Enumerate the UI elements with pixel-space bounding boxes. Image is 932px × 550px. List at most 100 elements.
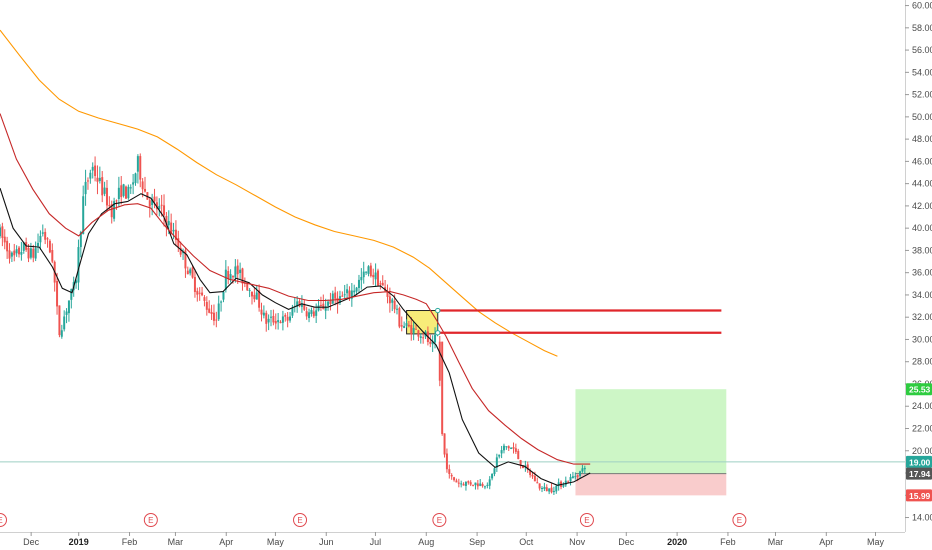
candle-body: [267, 318, 270, 323]
price-badge: [906, 467, 932, 480]
candle-body: [419, 336, 422, 339]
price-badge-label: 19.00: [909, 457, 931, 467]
candle-body: [360, 277, 363, 281]
candle-body: [272, 315, 275, 323]
candle-body: [117, 187, 120, 199]
price-tick-label: 28.00: [912, 357, 932, 367]
candle-body: [488, 479, 491, 486]
candle-body: [193, 276, 196, 292]
time-axis[interactable]: Dec 2019 Feb Mar Apr May Jun Jul Aug Sep Oct Nov Dec…: [0, 513, 905, 548]
candle-body: [429, 341, 432, 344]
candle-body: [201, 292, 204, 296]
price-tick-label: 34.00: [912, 290, 932, 300]
time-tick-label: Apr: [219, 537, 233, 547]
candle-body: [51, 250, 54, 262]
candle-body: [70, 288, 73, 300]
time-tick-label: May: [267, 537, 285, 547]
candle-body: [483, 486, 486, 488]
candle-body: [562, 485, 565, 487]
price-badge: [906, 455, 932, 468]
earnings-icon: [432, 513, 447, 527]
candle-body: [34, 248, 37, 259]
candle-body: [341, 295, 344, 297]
candle-body: [417, 330, 420, 337]
candle-body: [315, 310, 318, 316]
price-axis[interactable]: 14.0016.0018.0020.0022.0024.0026.0028.00…: [905, 0, 932, 532]
candle-body: [526, 464, 529, 470]
price-tick-label: 46.00: [912, 156, 932, 166]
candle-body: [514, 448, 517, 452]
earnings-icon-label: E: [584, 516, 589, 525]
candle-body: [555, 485, 558, 492]
candle-body: [476, 483, 479, 487]
candle-body: [300, 303, 303, 307]
candle-body: [67, 300, 70, 314]
price-badge-label: 17.94: [909, 469, 931, 479]
candle-body: [548, 488, 551, 492]
candle-body: [362, 271, 365, 278]
earnings-icon: [0, 513, 7, 527]
candle-body: [146, 192, 149, 200]
candle-body: [174, 229, 177, 241]
candle-body: [258, 290, 261, 308]
candle-body: [84, 181, 87, 195]
plot-area[interactable]: [0, 29, 905, 496]
candle-body: [464, 481, 467, 486]
candle-body: [279, 321, 282, 324]
candle-body: [422, 337, 425, 339]
candle-body: [94, 165, 97, 177]
candle-body: [127, 186, 130, 199]
candle-body: [479, 483, 482, 486]
candle-body: [355, 287, 358, 292]
candle-body: [167, 221, 170, 226]
candle-body: [163, 205, 166, 216]
price-tick-label: 32.00: [912, 312, 932, 322]
candle-body: [550, 487, 553, 493]
price-tick-label: 58.00: [912, 23, 932, 33]
candle-body: [32, 248, 35, 258]
earnings-icon-label: E: [297, 516, 302, 525]
price-tick-label: 38.00: [912, 245, 932, 255]
candle-body: [412, 327, 415, 333]
candle-body: [15, 249, 18, 254]
candle-body: [103, 187, 106, 194]
candle-body: [367, 266, 370, 274]
candle-body: [434, 334, 437, 343]
candle-body: [564, 480, 567, 486]
candle-body: [189, 269, 192, 274]
time-tick-label: Dec: [618, 537, 635, 547]
candle-body: [177, 238, 180, 248]
candle-body: [322, 303, 325, 310]
candle-body: [153, 196, 156, 202]
candle-body: [179, 247, 182, 255]
candle-body: [329, 300, 332, 305]
candle-body: [155, 202, 158, 210]
candle-body: [144, 188, 147, 192]
candle-body: [491, 473, 494, 479]
candle-body: [571, 476, 574, 479]
candle-body: [474, 482, 477, 486]
candle-body: [374, 272, 377, 280]
time-tick-label: Dec: [23, 537, 40, 547]
candle-body: [182, 252, 185, 254]
candle-body: [239, 269, 242, 273]
candle-body: [376, 270, 379, 286]
candle-body: [455, 480, 458, 483]
candle-body: [576, 475, 579, 477]
candle-body: [481, 484, 484, 487]
candle-body: [291, 307, 294, 316]
candle-body: [284, 314, 287, 317]
candle-body: [372, 274, 375, 278]
candle-body: [405, 323, 408, 326]
candle-body: [379, 283, 382, 285]
position-loss-zone: [575, 473, 727, 496]
earnings-icon-label: E: [737, 516, 742, 525]
candle-body: [122, 184, 125, 196]
candle-body: [227, 271, 230, 279]
candle-body: [196, 290, 199, 295]
candle-body: [298, 301, 301, 307]
candle-body: [132, 182, 135, 185]
candle-body: [415, 328, 418, 330]
candle-body: [77, 247, 80, 283]
